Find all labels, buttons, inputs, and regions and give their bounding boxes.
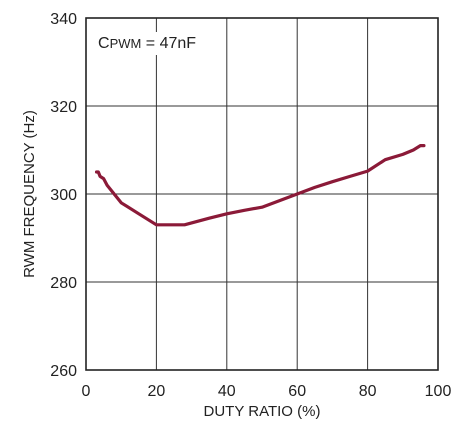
plot-area [85,17,439,371]
grid-lines [86,18,438,370]
series-layer [94,144,426,227]
x-tick-label: 40 [218,383,236,400]
y-tick-label: 260 [50,363,77,380]
plot-frame [85,17,439,371]
y-axis-label: RWM FREQUENCY (Hz) [21,110,38,278]
x-tick-label: 60 [288,383,306,400]
y-tick-label: 300 [50,187,77,204]
series-line-0 [94,144,426,227]
y-axis-ticks: 260 280 300 320 340 [50,11,77,380]
x-tick-label: 0 [82,383,91,400]
annotation-main: C [98,35,110,52]
x-axis-label: DUTY RATIO (%) [204,403,321,420]
annotation-suffix: = 47nF [141,35,196,52]
annotation-subscript: PWM [110,36,142,51]
capacitance-annotation: CPWM = 47nF [93,32,202,55]
y-tick-label: 340 [50,11,77,28]
x-tick-label: 100 [425,383,452,400]
x-tick-label: 20 [148,383,166,400]
annotation-background [93,32,202,55]
y-tick-label: 280 [50,275,77,292]
annotation-text: CPWM = 47nF [98,35,196,52]
x-tick-label: 80 [359,383,377,400]
x-axis-ticks: 0 20 40 60 80 100 [82,383,452,400]
y-tick-label: 320 [50,99,77,116]
